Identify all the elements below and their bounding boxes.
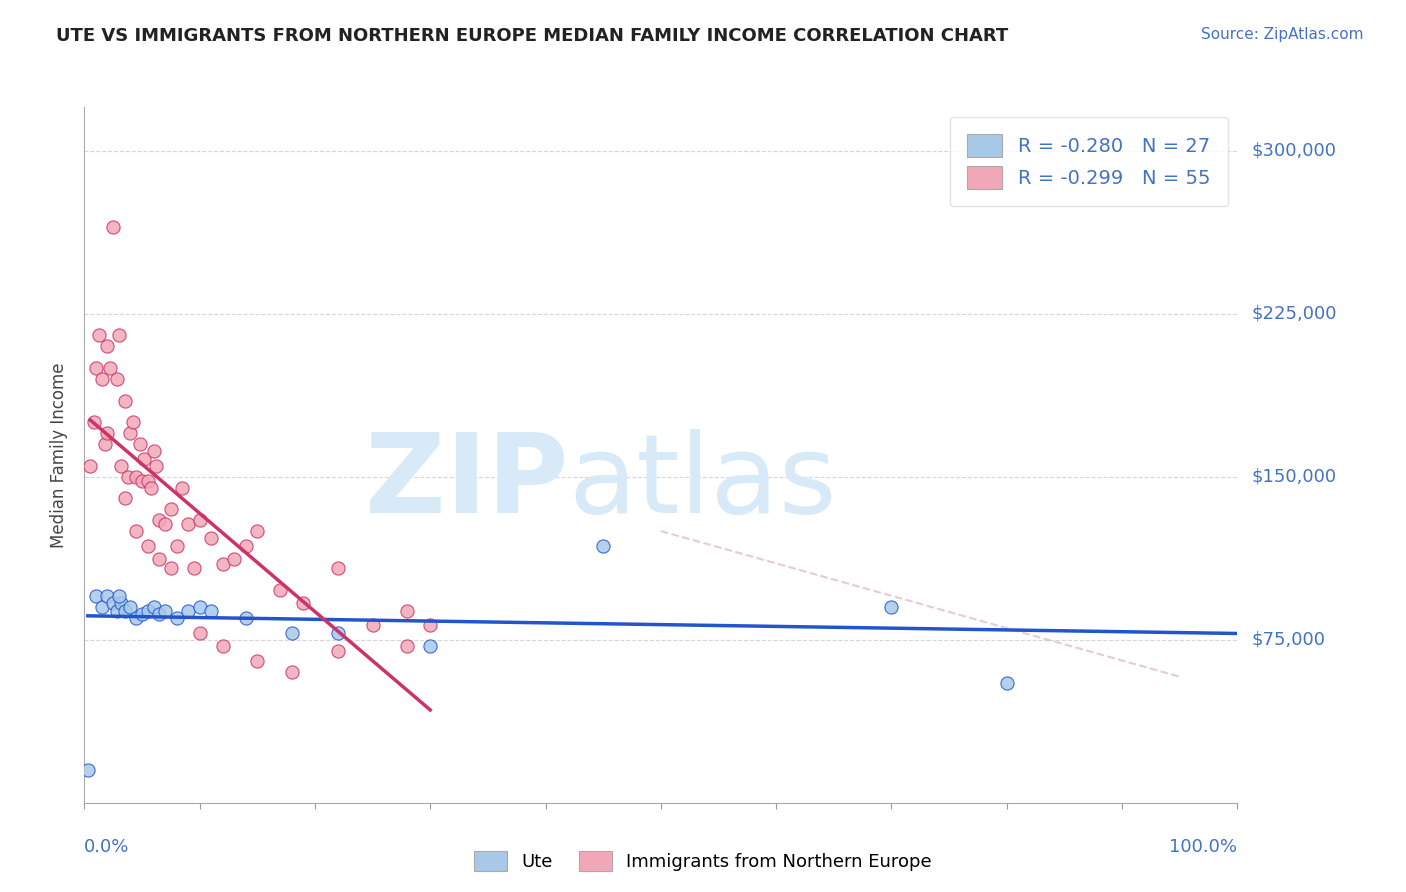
Point: [172, 481, 194, 495]
Y-axis label: Median Family Income: Median Family Income: [51, 362, 69, 548]
Point: [125, 611, 148, 625]
Point: [160, 502, 183, 516]
Point: [89, 328, 111, 343]
Point: [96, 426, 118, 441]
Point: [148, 607, 170, 621]
Point: [880, 600, 903, 615]
Point: [224, 552, 246, 566]
Point: [103, 596, 124, 610]
Point: [200, 605, 222, 619]
Point: [114, 393, 136, 408]
Point: [120, 426, 142, 441]
Point: [211, 639, 233, 653]
Point: [125, 469, 148, 483]
Point: [148, 552, 170, 566]
Point: [83, 415, 105, 429]
Point: [96, 589, 118, 603]
Point: [131, 607, 153, 621]
Point: [90, 372, 112, 386]
Point: [103, 219, 124, 234]
Point: [235, 539, 257, 553]
Point: [153, 605, 176, 619]
Point: [134, 452, 156, 467]
Point: [84, 361, 107, 376]
Point: [281, 665, 304, 680]
Point: [592, 539, 614, 553]
Text: $300,000: $300,000: [1251, 142, 1336, 160]
Point: [188, 513, 211, 527]
Point: [141, 481, 163, 495]
Point: [105, 372, 128, 386]
Point: [246, 655, 269, 669]
Point: [98, 361, 121, 376]
Text: $75,000: $75,000: [1251, 631, 1326, 648]
Point: [269, 582, 291, 597]
Point: [120, 600, 142, 615]
Point: [105, 605, 128, 619]
Point: [94, 437, 117, 451]
Point: [131, 474, 153, 488]
Point: [128, 437, 150, 451]
Point: [136, 539, 159, 553]
Point: [160, 561, 183, 575]
Point: [84, 589, 107, 603]
Point: [76, 763, 98, 777]
Point: [419, 639, 441, 653]
Text: ZIP: ZIP: [366, 429, 568, 536]
Point: [145, 458, 167, 473]
Point: [142, 600, 165, 615]
Point: [153, 517, 176, 532]
Point: [177, 605, 200, 619]
Point: [183, 561, 205, 575]
Point: [246, 524, 269, 538]
Point: [361, 617, 384, 632]
Point: [326, 643, 349, 657]
Point: [125, 524, 148, 538]
Point: [136, 605, 159, 619]
Text: $225,000: $225,000: [1251, 304, 1337, 323]
Point: [396, 639, 419, 653]
Point: [177, 517, 200, 532]
Legend: Ute, Immigrants from Northern Europe: Ute, Immigrants from Northern Europe: [467, 844, 939, 879]
Point: [396, 605, 419, 619]
Point: [136, 474, 159, 488]
Point: [108, 589, 131, 603]
Text: 100.0%: 100.0%: [1170, 838, 1237, 856]
Point: [419, 617, 441, 632]
Point: [326, 626, 349, 640]
Point: [108, 328, 131, 343]
Point: [281, 626, 304, 640]
Point: [79, 458, 101, 473]
Point: [110, 458, 132, 473]
Point: [211, 557, 233, 571]
Point: [326, 561, 349, 575]
Point: [117, 469, 139, 483]
Point: [235, 611, 257, 625]
Point: [114, 605, 136, 619]
Point: [188, 600, 211, 615]
Point: [114, 491, 136, 506]
Point: [142, 443, 165, 458]
Point: [90, 600, 112, 615]
Point: [995, 676, 1018, 690]
Legend: R = -0.280   N = 27, R = -0.299   N = 55: R = -0.280 N = 27, R = -0.299 N = 55: [949, 117, 1227, 206]
Point: [96, 339, 118, 353]
Point: [200, 531, 222, 545]
Point: [166, 539, 188, 553]
Point: [121, 415, 143, 429]
Text: $150,000: $150,000: [1251, 467, 1337, 485]
Text: 0.0%: 0.0%: [84, 838, 129, 856]
Point: [188, 626, 211, 640]
Text: UTE VS IMMIGRANTS FROM NORTHERN EUROPE MEDIAN FAMILY INCOME CORRELATION CHART: UTE VS IMMIGRANTS FROM NORTHERN EUROPE M…: [56, 27, 1008, 45]
Point: [148, 513, 170, 527]
Point: [110, 596, 132, 610]
Text: atlas: atlas: [568, 429, 837, 536]
Text: Source: ZipAtlas.com: Source: ZipAtlas.com: [1201, 27, 1364, 42]
Point: [166, 611, 188, 625]
Point: [292, 596, 315, 610]
